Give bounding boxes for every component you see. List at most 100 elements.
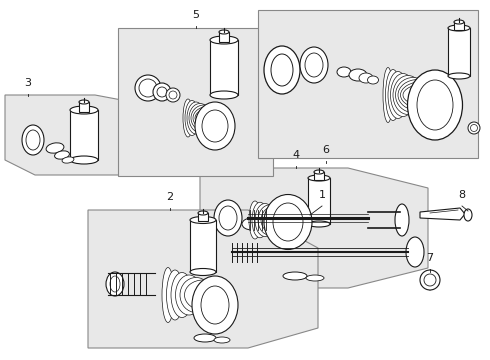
- Ellipse shape: [252, 202, 268, 238]
- Ellipse shape: [300, 47, 328, 83]
- Ellipse shape: [46, 143, 64, 153]
- Ellipse shape: [261, 206, 289, 234]
- Polygon shape: [421, 270, 439, 290]
- Ellipse shape: [464, 209, 472, 221]
- Ellipse shape: [391, 73, 416, 117]
- Ellipse shape: [386, 69, 400, 121]
- Ellipse shape: [273, 203, 303, 241]
- Bar: [308, 178, 330, 224]
- Ellipse shape: [193, 107, 223, 130]
- Ellipse shape: [70, 156, 98, 164]
- Ellipse shape: [79, 100, 89, 104]
- Ellipse shape: [408, 70, 463, 140]
- Ellipse shape: [22, 125, 44, 155]
- Bar: [454, 22, 464, 30]
- Ellipse shape: [183, 99, 193, 137]
- Ellipse shape: [185, 100, 199, 135]
- Ellipse shape: [383, 68, 393, 122]
- Ellipse shape: [314, 170, 324, 174]
- Bar: [198, 213, 208, 221]
- Ellipse shape: [201, 286, 229, 324]
- Ellipse shape: [139, 79, 157, 97]
- Ellipse shape: [185, 280, 221, 310]
- Ellipse shape: [70, 106, 98, 114]
- Ellipse shape: [210, 36, 238, 44]
- Ellipse shape: [198, 211, 208, 215]
- Ellipse shape: [424, 274, 436, 286]
- Ellipse shape: [268, 225, 280, 231]
- Ellipse shape: [195, 108, 229, 128]
- Ellipse shape: [454, 20, 464, 24]
- Ellipse shape: [167, 270, 183, 320]
- Ellipse shape: [180, 278, 212, 312]
- Ellipse shape: [403, 84, 453, 107]
- Text: 3: 3: [24, 78, 31, 88]
- Polygon shape: [5, 95, 175, 175]
- Ellipse shape: [264, 207, 296, 233]
- Ellipse shape: [395, 77, 431, 113]
- Ellipse shape: [135, 75, 161, 101]
- Ellipse shape: [308, 175, 330, 181]
- Ellipse shape: [420, 270, 440, 290]
- Bar: [70, 110, 98, 160]
- Ellipse shape: [349, 69, 367, 81]
- Ellipse shape: [210, 91, 238, 99]
- Ellipse shape: [395, 204, 409, 236]
- Ellipse shape: [468, 122, 480, 134]
- Ellipse shape: [187, 102, 205, 134]
- Polygon shape: [88, 210, 318, 348]
- Ellipse shape: [256, 221, 271, 230]
- Ellipse shape: [308, 221, 330, 227]
- Ellipse shape: [106, 272, 124, 296]
- Ellipse shape: [214, 200, 242, 236]
- Bar: [210, 40, 238, 95]
- Bar: [258, 10, 478, 158]
- Text: 8: 8: [459, 190, 466, 200]
- Ellipse shape: [448, 25, 470, 31]
- Ellipse shape: [171, 273, 193, 318]
- Ellipse shape: [255, 203, 275, 237]
- Bar: [190, 220, 216, 272]
- Ellipse shape: [192, 276, 238, 334]
- Ellipse shape: [62, 157, 74, 163]
- Ellipse shape: [166, 88, 180, 102]
- Ellipse shape: [219, 206, 237, 230]
- Ellipse shape: [406, 237, 424, 267]
- Ellipse shape: [202, 110, 228, 142]
- Ellipse shape: [110, 276, 120, 292]
- Ellipse shape: [162, 267, 174, 323]
- Ellipse shape: [190, 216, 216, 224]
- Ellipse shape: [214, 337, 230, 343]
- Bar: [314, 172, 324, 180]
- Text: 7: 7: [426, 253, 434, 263]
- Text: 1: 1: [318, 190, 325, 200]
- Ellipse shape: [388, 72, 408, 118]
- Ellipse shape: [271, 54, 293, 86]
- Polygon shape: [420, 208, 465, 220]
- Ellipse shape: [157, 87, 167, 97]
- Text: 5: 5: [193, 10, 199, 20]
- Ellipse shape: [191, 105, 217, 131]
- Ellipse shape: [417, 80, 453, 130]
- Ellipse shape: [242, 218, 262, 230]
- Bar: [118, 28, 273, 176]
- Ellipse shape: [264, 46, 300, 94]
- Ellipse shape: [448, 73, 470, 79]
- Ellipse shape: [368, 76, 378, 84]
- Text: 4: 4: [293, 150, 299, 160]
- Ellipse shape: [169, 91, 177, 99]
- Ellipse shape: [359, 73, 373, 83]
- Ellipse shape: [306, 275, 324, 281]
- Text: 6: 6: [322, 145, 329, 155]
- Ellipse shape: [258, 205, 282, 235]
- Polygon shape: [200, 168, 428, 288]
- Ellipse shape: [153, 83, 171, 101]
- Bar: [79, 102, 89, 112]
- Ellipse shape: [337, 67, 351, 77]
- Bar: [219, 32, 229, 42]
- Ellipse shape: [267, 208, 303, 231]
- Ellipse shape: [175, 275, 202, 315]
- Bar: [448, 28, 470, 76]
- Ellipse shape: [26, 130, 40, 150]
- Ellipse shape: [54, 151, 70, 159]
